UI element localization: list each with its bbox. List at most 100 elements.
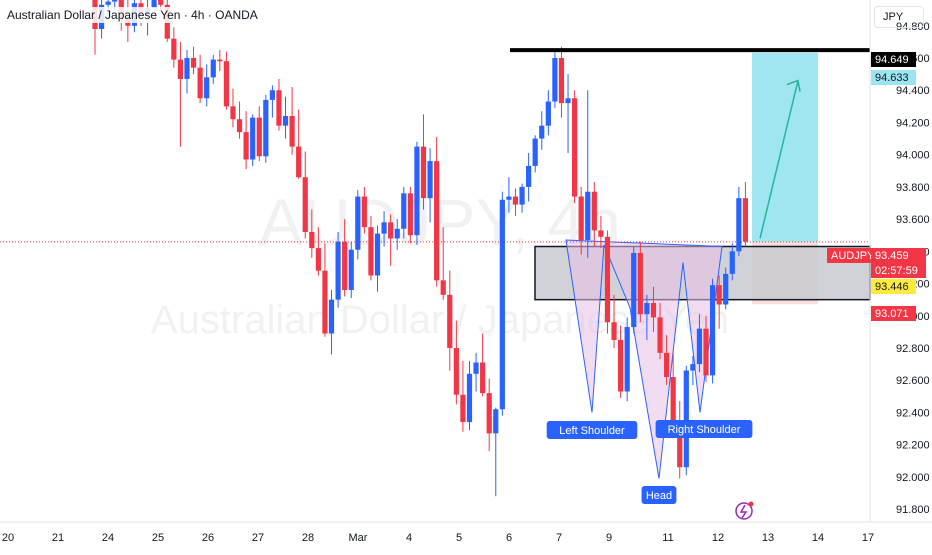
candle[interactable]: [696, 314, 703, 373]
candle[interactable]: [703, 315, 709, 382]
candle[interactable]: [342, 219, 348, 297]
candle[interactable]: [480, 333, 486, 397]
candle[interactable]: [663, 335, 670, 386]
price-axis-label-target: 94.633: [871, 70, 916, 85]
candle[interactable]: [381, 211, 387, 247]
candle[interactable]: [447, 270, 453, 371]
candle[interactable]: [526, 153, 532, 202]
candle[interactable]: [434, 136, 440, 287]
candle[interactable]: [499, 191, 505, 416]
candle[interactable]: [624, 317, 630, 402]
candle[interactable]: [217, 49, 223, 71]
pattern-label[interactable]: Right Shoulder: [655, 420, 753, 438]
candle[interactable]: [210, 54, 216, 84]
candle[interactable]: [158, 0, 164, 10]
candle[interactable]: [171, 27, 177, 68]
candle[interactable]: [440, 227, 446, 300]
candle[interactable]: [460, 360, 466, 432]
candle[interactable]: [644, 294, 650, 340]
candle[interactable]: [736, 186, 742, 257]
candle[interactable]: [414, 141, 420, 245]
candle[interactable]: [578, 186, 584, 255]
candle[interactable]: [519, 183, 525, 213]
candle-body: [434, 161, 440, 281]
candle[interactable]: [263, 95, 269, 163]
candle[interactable]: [637, 241, 643, 323]
candle[interactable]: [197, 54, 203, 104]
candle[interactable]: [269, 85, 275, 118]
candle[interactable]: [184, 49, 190, 94]
pattern-label[interactable]: Left Shoulder: [546, 421, 638, 439]
candle[interactable]: [506, 177, 512, 213]
candle[interactable]: [374, 225, 381, 292]
candle[interactable]: [486, 378, 492, 452]
candle[interactable]: [276, 78, 282, 131]
candle[interactable]: [315, 227, 321, 276]
candle[interactable]: [243, 111, 249, 170]
candle[interactable]: [558, 46, 565, 118]
candle[interactable]: [611, 294, 617, 348]
candle[interactable]: [650, 286, 657, 332]
candle[interactable]: [420, 114, 427, 210]
candle[interactable]: [657, 302, 663, 360]
currency-button[interactable]: JPY: [874, 6, 924, 28]
candle[interactable]: [493, 407, 499, 497]
candle[interactable]: [453, 320, 459, 405]
candle[interactable]: [361, 186, 367, 234]
candle[interactable]: [355, 190, 361, 260]
candle[interactable]: [296, 109, 302, 179]
candle[interactable]: [177, 41, 184, 147]
candle[interactable]: [598, 215, 604, 249]
candle[interactable]: [348, 241, 354, 299]
candle[interactable]: [466, 360, 473, 431]
candle[interactable]: [368, 215, 374, 281]
candle[interactable]: [322, 243, 328, 337]
lightning-icon[interactable]: [735, 501, 754, 520]
candle[interactable]: [532, 135, 538, 173]
candle[interactable]: [539, 111, 545, 150]
candle[interactable]: [236, 101, 243, 139]
candle[interactable]: [677, 401, 683, 479]
y-tick-label: 92.800: [896, 343, 930, 355]
candle-body: [158, 0, 164, 5]
candle[interactable]: [742, 182, 749, 247]
candle[interactable]: [618, 325, 624, 398]
candle[interactable]: [729, 243, 735, 281]
candle[interactable]: [512, 188, 519, 216]
candle[interactable]: [230, 88, 236, 128]
candle[interactable]: [256, 106, 262, 162]
candle[interactable]: [282, 96, 289, 139]
candle[interactable]: [335, 232, 341, 308]
candle[interactable]: [545, 90, 551, 136]
candle[interactable]: [394, 219, 400, 250]
candle[interactable]: [204, 64, 210, 107]
candle[interactable]: [552, 49, 558, 108]
candle[interactable]: [473, 352, 479, 392]
candle[interactable]: [690, 356, 696, 386]
candle[interactable]: [716, 275, 722, 329]
candle[interactable]: [328, 290, 335, 355]
candle[interactable]: [572, 90, 578, 203]
candle[interactable]: [401, 186, 407, 239]
candle[interactable]: [407, 186, 413, 244]
candle[interactable]: [190, 46, 197, 75]
candle[interactable]: [723, 267, 729, 310]
candle[interactable]: [112, 0, 118, 10]
candle[interactable]: [565, 74, 571, 154]
candle[interactable]: [591, 182, 597, 247]
candle[interactable]: [289, 87, 295, 155]
candle[interactable]: [388, 214, 394, 266]
candle[interactable]: [223, 51, 229, 110]
candle[interactable]: [631, 246, 637, 334]
candle[interactable]: [250, 114, 256, 166]
candle[interactable]: [585, 90, 591, 258]
candle[interactable]: [670, 351, 676, 434]
pattern-label[interactable]: Head: [641, 486, 677, 504]
candle[interactable]: [427, 148, 433, 223]
candle[interactable]: [709, 278, 716, 384]
candle[interactable]: [604, 230, 611, 334]
candle[interactable]: [309, 209, 315, 258]
candle[interactable]: [302, 151, 308, 239]
